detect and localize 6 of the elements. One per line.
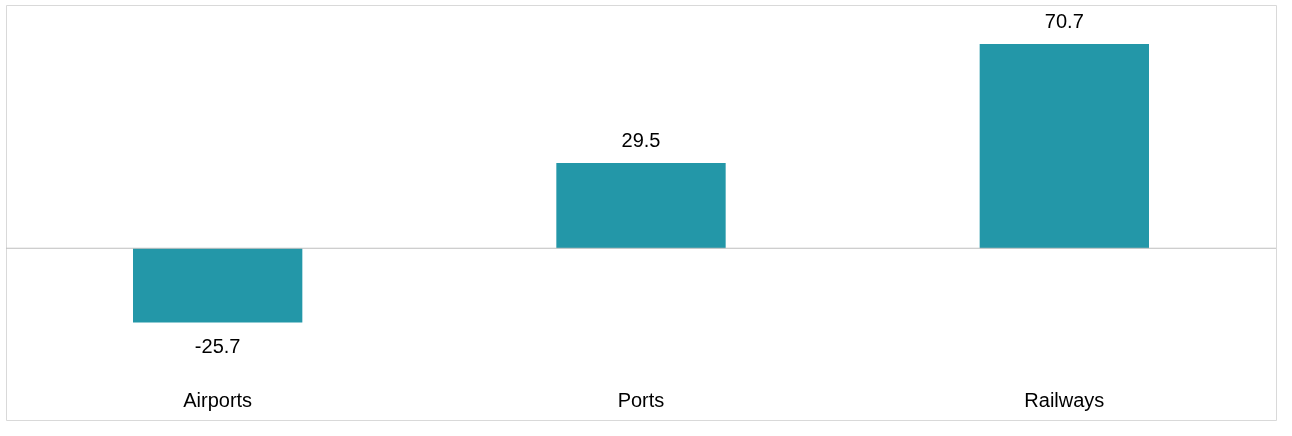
x-tick-label: Ports xyxy=(617,388,665,411)
data-label: -25.7 xyxy=(194,334,241,357)
x-tick-label: Airports xyxy=(183,388,253,411)
x-tick-label: Railways xyxy=(1024,388,1105,411)
data-label: 70.7 xyxy=(1044,9,1084,32)
data-label: 29.5 xyxy=(621,129,661,152)
